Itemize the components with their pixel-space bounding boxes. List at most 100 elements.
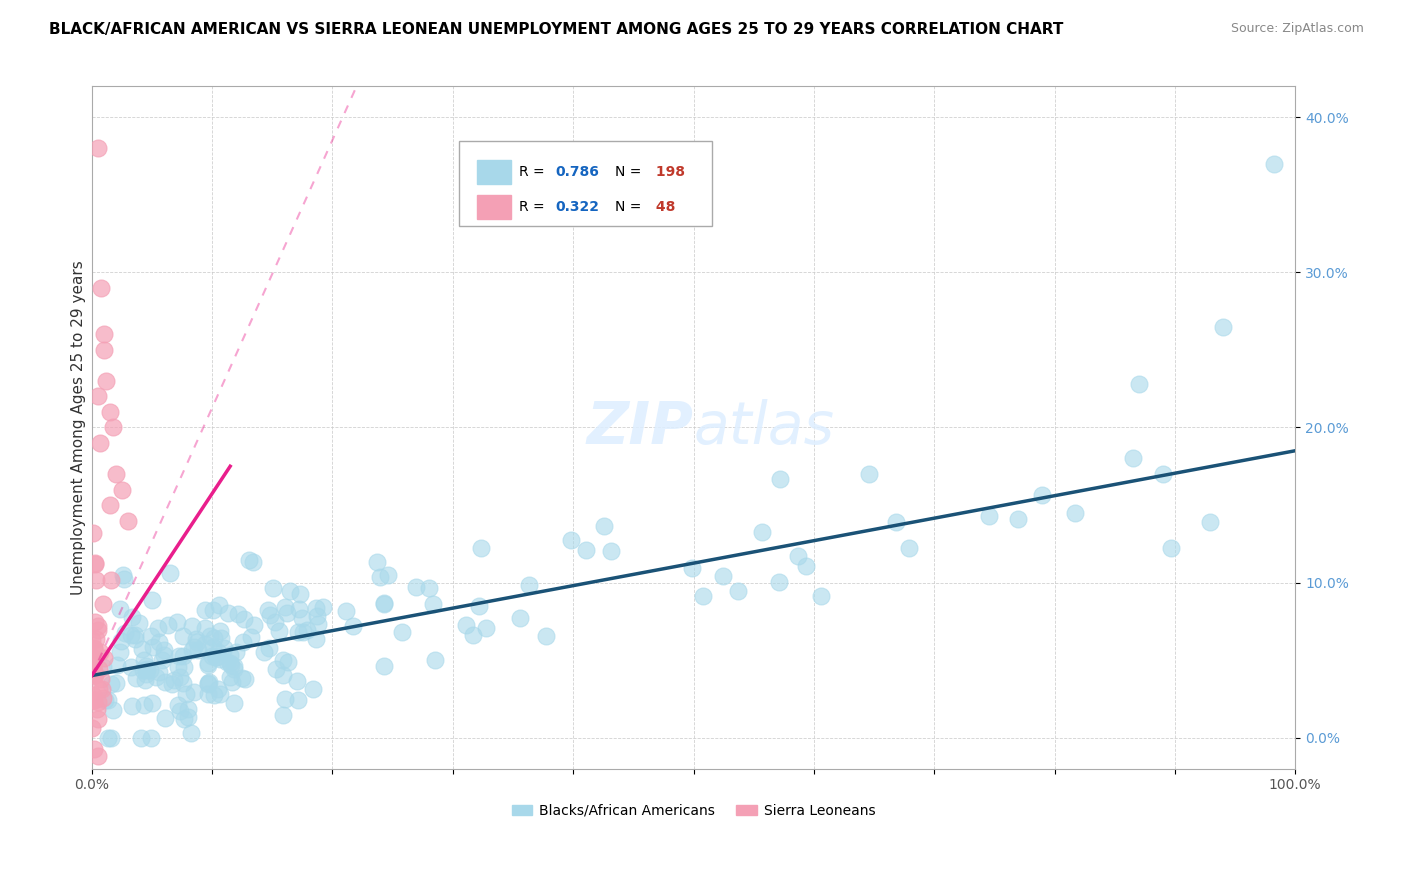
Point <box>373 596 395 610</box>
Point <box>1031 488 1053 502</box>
Point <box>114 626 136 640</box>
Text: 0.322: 0.322 <box>555 200 599 214</box>
Point <box>475 621 498 635</box>
Legend: Blacks/African Americans, Sierra Leoneans: Blacks/African Americans, Sierra Leonean… <box>506 798 882 823</box>
Point <box>98 498 121 512</box>
Point <box>218 657 240 671</box>
Text: Source: ZipAtlas.com: Source: ZipAtlas.com <box>1230 22 1364 36</box>
Point <box>560 533 582 548</box>
Point <box>534 629 557 643</box>
Point <box>155 674 177 689</box>
Point <box>86 702 108 716</box>
Point <box>197 657 219 672</box>
Point <box>87 712 110 726</box>
Point <box>97 693 120 707</box>
Point <box>146 621 169 635</box>
Point <box>243 618 266 632</box>
Point <box>295 623 318 637</box>
Point <box>83 668 105 682</box>
Point <box>87 619 110 633</box>
Point <box>177 702 200 716</box>
Point <box>509 611 531 625</box>
Point <box>153 710 176 724</box>
Point <box>271 667 294 681</box>
Point <box>224 696 246 710</box>
Text: BLACK/AFRICAN AMERICAN VS SIERRA LEONEAN UNEMPLOYMENT AMONG AGES 25 TO 29 YEARS : BLACK/AFRICAN AMERICAN VS SIERRA LEONEAN… <box>49 22 1063 37</box>
Point <box>1122 451 1144 466</box>
Point <box>517 578 540 592</box>
Text: 48: 48 <box>651 200 676 214</box>
Point <box>173 712 195 726</box>
Point <box>136 662 159 676</box>
Point <box>197 675 219 690</box>
Point <box>80 649 103 664</box>
Point <box>152 648 174 662</box>
Point <box>312 599 335 614</box>
Point <box>82 526 104 541</box>
Point <box>187 642 209 657</box>
Point <box>575 543 598 558</box>
Point <box>186 632 208 646</box>
Point <box>87 682 110 697</box>
Point <box>82 659 104 673</box>
Point <box>93 690 115 705</box>
Point <box>105 658 128 673</box>
Point <box>751 524 773 539</box>
Point <box>202 688 225 702</box>
Point <box>207 682 229 697</box>
Point <box>810 590 832 604</box>
Point <box>131 641 153 656</box>
Point <box>1263 157 1285 171</box>
Point <box>112 573 135 587</box>
FancyBboxPatch shape <box>458 141 711 227</box>
Point <box>454 617 477 632</box>
Point <box>468 599 491 613</box>
Text: N =: N = <box>616 165 641 178</box>
Point <box>787 549 810 563</box>
Point <box>83 640 105 655</box>
Point <box>186 635 208 649</box>
Point <box>197 687 219 701</box>
Point <box>84 668 107 682</box>
Point <box>201 603 224 617</box>
Bar <box>477 160 510 184</box>
Point <box>794 559 817 574</box>
Point <box>166 660 188 674</box>
Point <box>288 602 311 616</box>
Point <box>291 611 314 625</box>
Point <box>100 573 122 587</box>
Point <box>215 655 238 669</box>
Point <box>219 648 242 662</box>
Point <box>194 621 217 635</box>
Text: 198: 198 <box>651 165 685 178</box>
Point <box>287 674 309 689</box>
Point <box>93 327 115 342</box>
Point <box>305 600 328 615</box>
Point <box>212 640 235 655</box>
Point <box>91 660 114 674</box>
Point <box>768 574 790 589</box>
Point <box>233 672 256 686</box>
Point <box>197 656 219 670</box>
Point <box>98 405 121 419</box>
Point <box>335 605 357 619</box>
Point <box>201 640 224 655</box>
Point <box>134 698 156 712</box>
Point <box>83 642 105 657</box>
Point <box>91 597 114 611</box>
Point <box>97 731 120 745</box>
Point <box>977 508 1000 523</box>
Point <box>135 658 157 673</box>
Point <box>90 281 112 295</box>
Point <box>153 642 176 657</box>
Point <box>108 645 131 659</box>
Point <box>172 676 194 690</box>
Point <box>202 631 225 645</box>
Point <box>111 483 134 497</box>
Point <box>174 687 197 701</box>
Point <box>82 693 104 707</box>
Point <box>86 695 108 709</box>
Point <box>139 731 162 745</box>
Point <box>256 603 278 617</box>
Point <box>264 662 287 676</box>
